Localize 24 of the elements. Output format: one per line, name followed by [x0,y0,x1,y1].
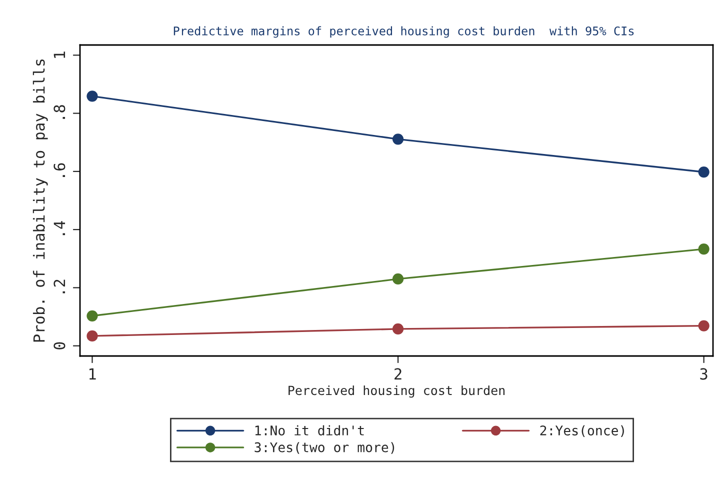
point [86,90,98,102]
point [86,310,98,322]
point [392,273,404,285]
x-tick-label: 3 [700,368,708,380]
point [698,320,710,332]
y-tick-label: 0 [54,342,66,350]
y-tick-label: .2 [54,280,66,294]
point [392,134,404,145]
y-axis-title: Prob. of inability to pay bills [32,59,48,342]
chart-title: Predictive margins of perceived housing cost burden with 95% CIs [174,26,634,38]
x-axis-title: Perceived housing cost burden [288,385,505,398]
point [698,243,710,255]
point [698,166,710,178]
y-tick-label: 1 [54,52,66,58]
legend-label: 1:No it didn't [255,425,364,436]
x-tick-label: 1 [89,368,96,380]
legend-label: 2:Yes(once) [540,425,624,438]
point [86,330,98,342]
point [392,323,404,335]
x-tick-label: 2 [394,368,402,380]
y-tick-label: .8 [54,105,66,119]
legend-label: 3:Yes(two or more) [254,442,394,454]
y-tick-label: .4 [54,221,66,236]
y-tick-label: .6 [54,163,66,177]
